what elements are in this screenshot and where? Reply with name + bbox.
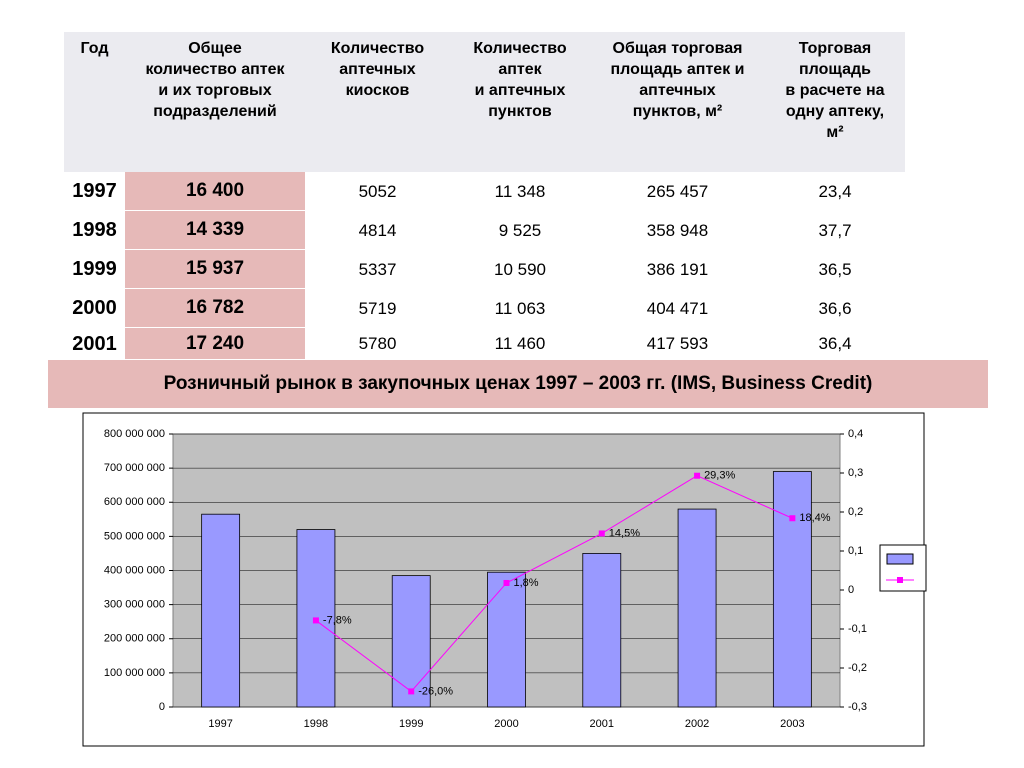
table-cell: 11 460 [494,334,546,353]
legend-marker [897,577,903,583]
y-tick-label: 600 000 000 [104,496,165,508]
header-cell: Год [64,32,125,172]
bar [391,575,431,708]
x-tick-label: 2000 [494,718,518,730]
x-tick-label: 1997 [208,718,232,730]
y-tick-label: 800 000 000 [104,428,165,440]
x-tick-label: 2002 [685,718,709,730]
table-cell: 2000 [72,297,117,319]
table-cell: 4814 [358,220,397,240]
table-cell: 358 948 [646,220,709,240]
table-cell: 36,5 [818,259,852,279]
y2-tick-label: 0,2 [848,506,863,518]
y2-tick-label: -0,2 [848,662,867,674]
table-cell: 11 348 [494,181,546,201]
y-tick-label: 400 000 000 [104,564,165,576]
table-cell: 386 191 [646,259,709,279]
table-cell: 5780 [358,334,397,353]
table-cell: 11 063 [494,298,546,318]
table-cell: 2001 [72,332,117,355]
header-cell: Торговая площадь в расчете на одну аптек… [765,32,905,172]
x-tick-label: 1999 [399,718,423,730]
table-cell: 1999 [72,258,117,280]
table-cell: 36,4 [818,334,852,353]
data-label: 14,5% [609,527,640,539]
table-cell: 16 400 [125,172,305,210]
line-marker [789,515,796,522]
table-cell: 14 339 [125,211,305,249]
y-tick-label: 200 000 000 [104,633,165,645]
line-marker [598,530,605,537]
header-cell: Количество аптек и аптечных пунктов [450,32,590,172]
bar [487,571,526,708]
table-cell: 23,4 [818,181,852,201]
y2-tick-label: 0,3 [848,467,863,479]
data-label: 18,4% [799,512,830,524]
bar [772,471,812,708]
legend-swatch [886,553,914,565]
table-cell: 404 471 [646,298,709,318]
table-cell: 37,7 [818,220,852,240]
table-cell: 1998 [72,219,117,241]
bar [582,553,622,708]
y2-tick-label: -0,3 [848,701,867,713]
data-label: 1,8% [514,577,539,589]
bar [201,513,241,708]
y-tick-label: 700 000 000 [104,462,165,474]
y2-tick-label: 0 [848,584,854,596]
line-marker [694,472,701,479]
line-marker [408,688,415,695]
table-cell: 17 240 [125,328,305,359]
y-tick-label: 0 [159,701,165,713]
x-tick-label: 1998 [304,718,328,730]
y-tick-label: 500 000 000 [104,530,165,542]
y2-tick-label: -0,1 [848,623,867,635]
table-cell: 1997 [72,180,117,202]
table-cell: 417 593 [646,334,709,353]
y2-tick-label: 0,4 [848,428,863,440]
table-cell: 265 457 [646,181,709,201]
data-label: -7,8% [323,614,352,626]
y-tick-label: 100 000 000 [104,667,165,679]
table-cell: 5337 [358,259,397,279]
x-tick-label: 2003 [780,718,804,730]
line [315,475,793,693]
table-cell: 5719 [358,298,397,318]
data-label: -26,0% [418,685,453,697]
header-cell: Общее количество аптек и их торговых под… [125,32,305,172]
header-cell: Количество аптечных киосков [305,32,450,172]
table-cell: 36,6 [818,298,852,318]
x-tick-label: 2001 [590,718,614,730]
line-marker [503,579,510,586]
table-cell: 16 782 [125,289,305,327]
line-marker [312,617,319,624]
table-cell: 5052 [358,181,397,201]
table-cell: 9 525 [498,220,542,240]
table-cell: 15 937 [125,250,305,288]
legend-box [879,544,927,592]
table-cell: 10 590 [494,259,546,279]
banner: Розничный рынок в закупочных ценах 1997 … [48,360,988,408]
header-cell: Общая торговая площадь аптек и аптечных … [590,32,765,172]
data-label: 29,3% [704,470,735,482]
bar [677,508,717,708]
y-tick-label: 300 000 000 [104,599,165,611]
y2-tick-label: 0,1 [848,545,863,557]
